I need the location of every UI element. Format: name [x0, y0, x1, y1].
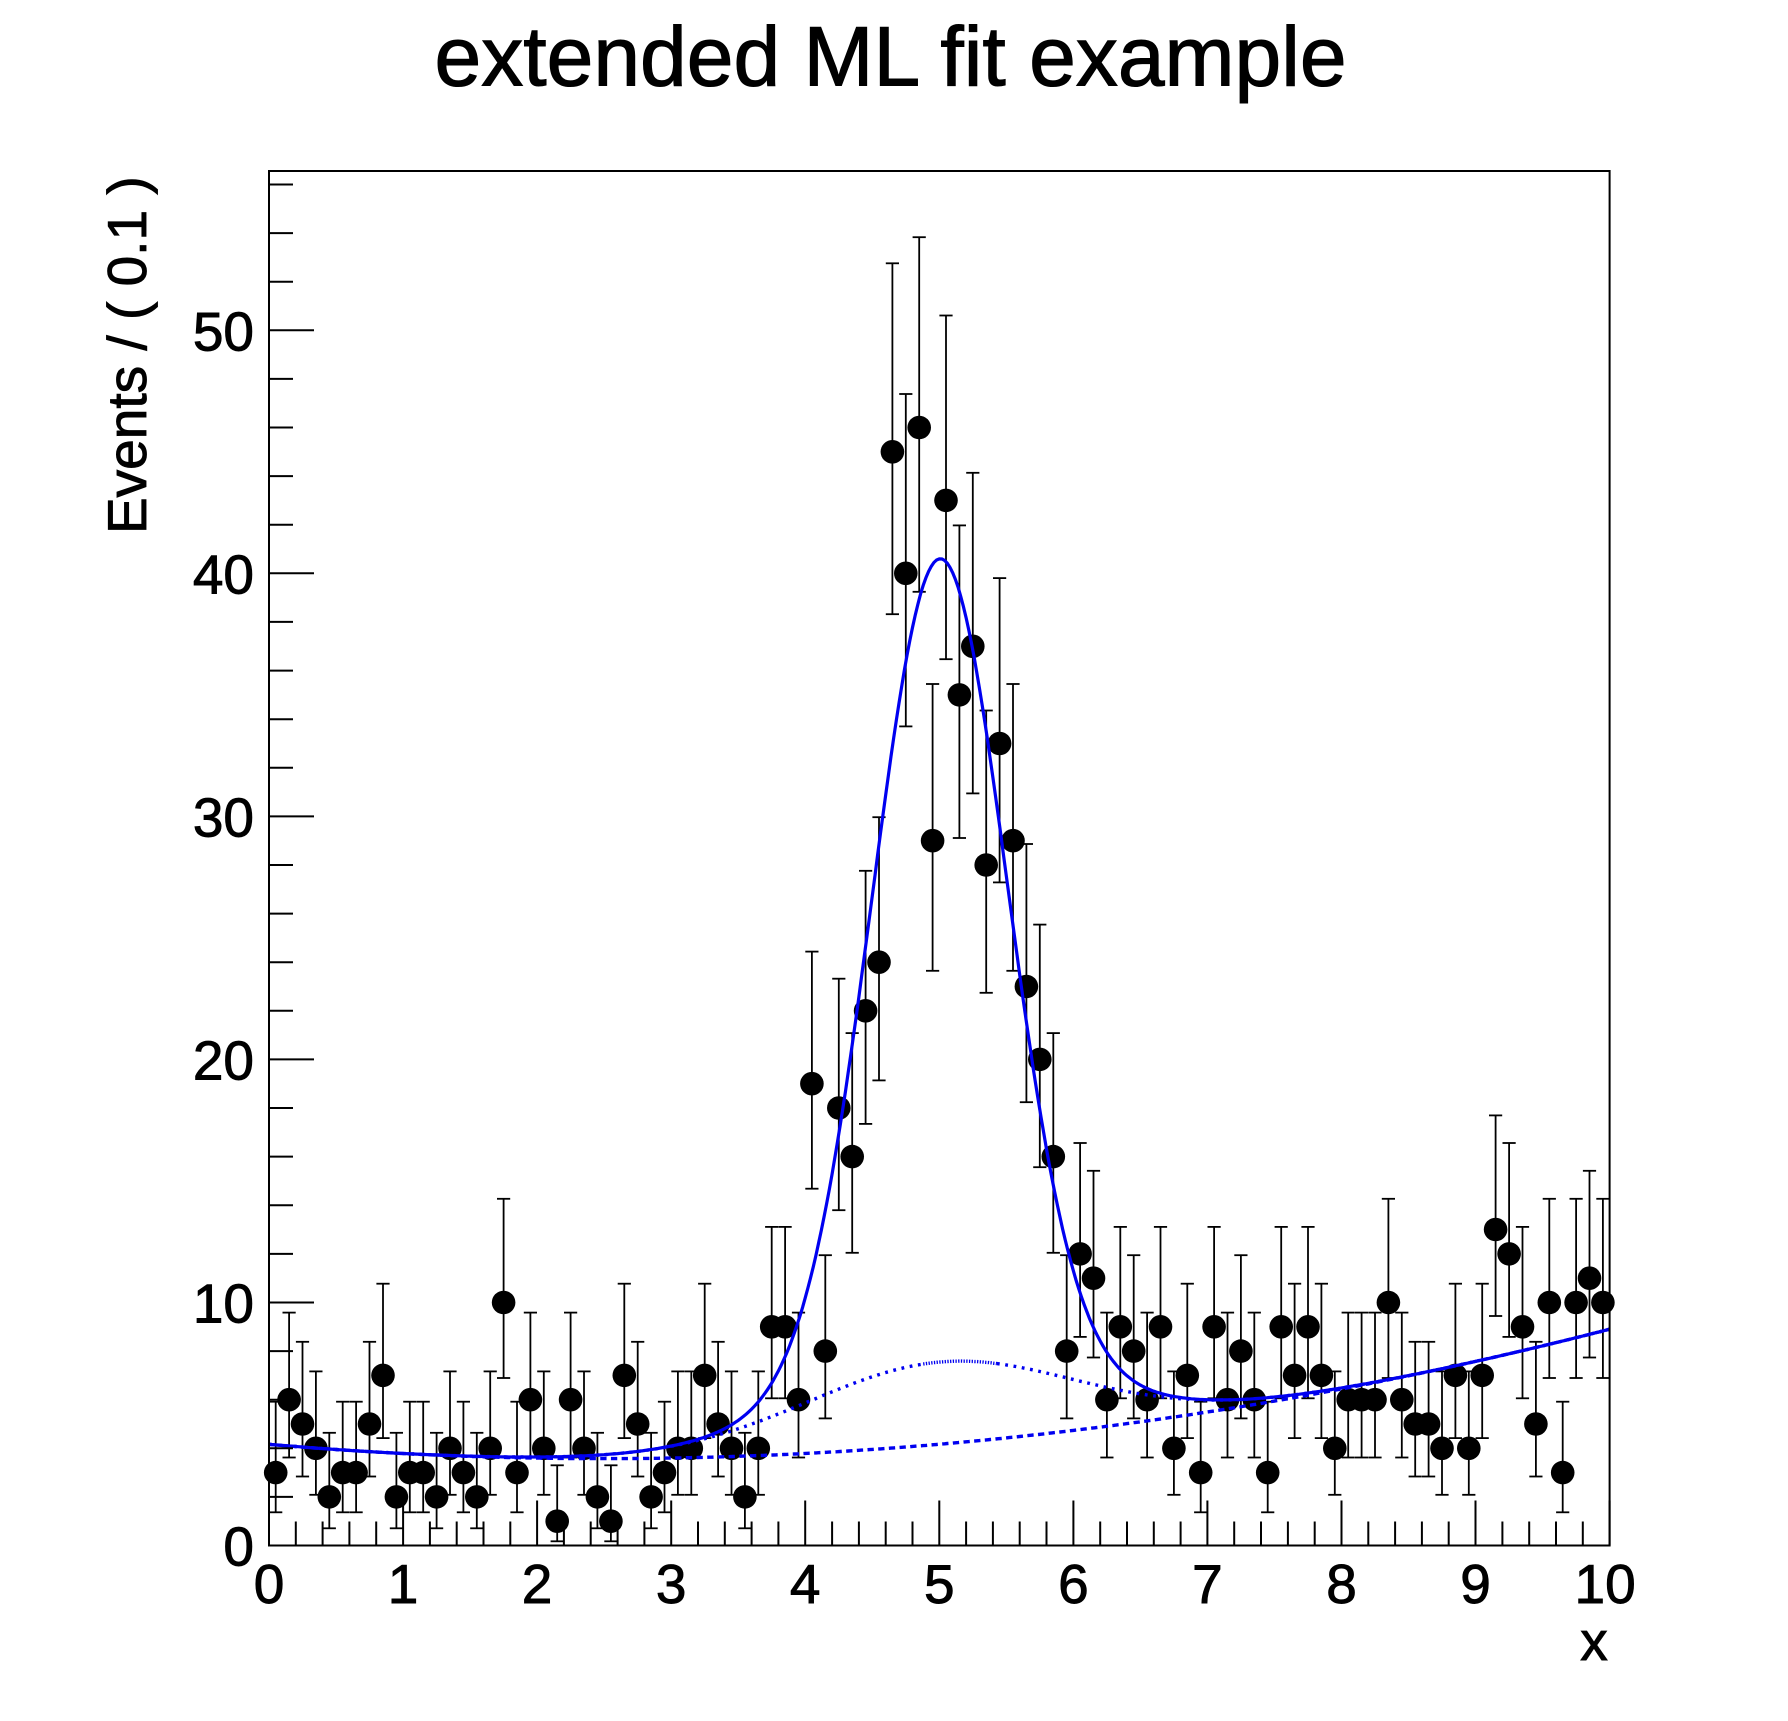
svg-text:8: 8	[1326, 1553, 1357, 1615]
svg-text:3: 3	[656, 1553, 687, 1615]
svg-text:4: 4	[790, 1553, 821, 1615]
svg-text:9: 9	[1460, 1553, 1491, 1615]
svg-text:7: 7	[1192, 1553, 1223, 1615]
svg-text:50: 50	[193, 300, 254, 362]
svg-text:2: 2	[522, 1553, 553, 1615]
svg-text:30: 30	[193, 786, 254, 848]
svg-text:Events / ( 0.1 ): Events / ( 0.1 )	[96, 176, 158, 534]
svg-text:40: 40	[193, 543, 254, 605]
svg-text:0: 0	[254, 1553, 285, 1615]
svg-text:0: 0	[223, 1516, 254, 1578]
svg-text:x: x	[1580, 1610, 1608, 1672]
svg-text:1: 1	[388, 1553, 419, 1615]
svg-text:6: 6	[1058, 1553, 1089, 1615]
svg-text:10: 10	[1575, 1553, 1636, 1615]
svg-text:20: 20	[193, 1029, 254, 1091]
svg-text:extended ML fit example: extended ML fit example	[435, 10, 1347, 104]
svg-text:5: 5	[924, 1553, 955, 1615]
svg-text:10: 10	[193, 1273, 254, 1335]
